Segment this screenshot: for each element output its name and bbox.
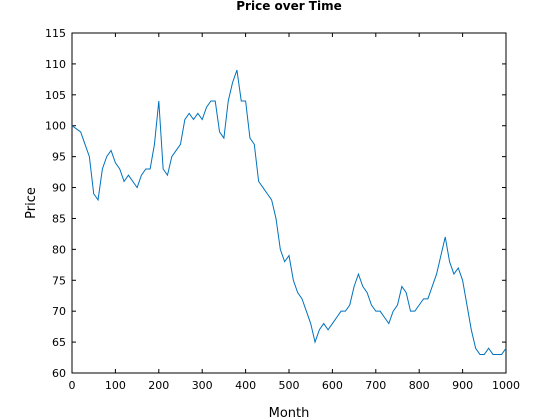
x-tick-label: 700 bbox=[365, 379, 386, 392]
price-line bbox=[71, 69, 507, 355]
x-tick-label: 400 bbox=[235, 379, 256, 392]
y-tick-label: 85 bbox=[52, 212, 66, 225]
y-tick-label: 60 bbox=[52, 367, 66, 380]
x-tick-label: 200 bbox=[148, 379, 169, 392]
y-tick-label: 105 bbox=[45, 89, 66, 102]
y-tick-label: 75 bbox=[52, 274, 66, 287]
y-tick-label: 100 bbox=[45, 120, 66, 133]
x-tick-label: 900 bbox=[452, 379, 473, 392]
x-tick-label: 800 bbox=[409, 379, 430, 392]
y-tick-label: 95 bbox=[52, 151, 66, 164]
chart-title: Price over Time bbox=[236, 0, 342, 13]
x-tick-label: 600 bbox=[322, 379, 343, 392]
y-tick-label: 115 bbox=[45, 27, 66, 40]
plot-frame bbox=[71, 32, 507, 374]
x-axis-label: Month bbox=[269, 406, 310, 420]
y-tick-label: 65 bbox=[52, 336, 66, 349]
y-tick-label: 110 bbox=[45, 58, 66, 71]
y-tick-label: 90 bbox=[52, 182, 66, 195]
x-tick-label: 300 bbox=[192, 379, 213, 392]
x-tick-label: 500 bbox=[279, 379, 300, 392]
x-tick-label: 0 bbox=[69, 379, 76, 392]
y-tick-label: 80 bbox=[52, 243, 66, 256]
x-tick-label: 1000 bbox=[492, 379, 520, 392]
y-tick-label: 70 bbox=[52, 305, 66, 318]
y-axis-label: Price bbox=[24, 187, 39, 219]
x-tick-label: 100 bbox=[105, 379, 126, 392]
